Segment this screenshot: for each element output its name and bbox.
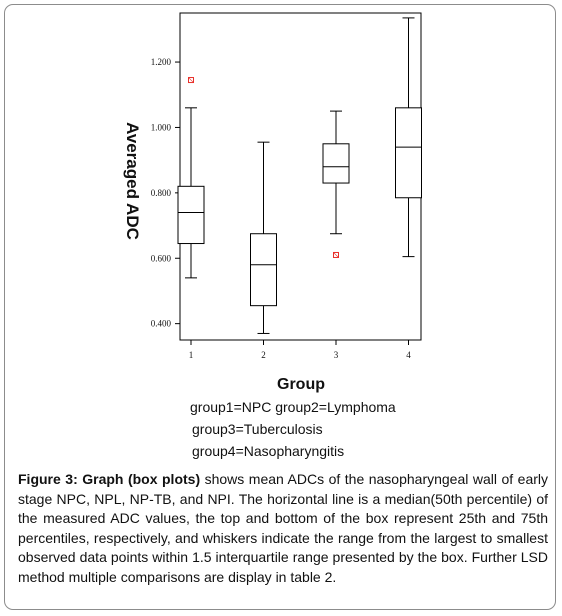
caption-label: Figure 3: Graph (box plots) <box>18 471 201 487</box>
outlier-marker-cross <box>333 252 339 258</box>
outlier-marker <box>188 77 194 84</box>
box-iqr <box>395 107 422 199</box>
y-tick-label: 1.000 <box>151 122 172 132</box>
figure-frame <box>4 4 556 610</box>
x-tick-label: 1 <box>189 350 194 360</box>
x-tick-label: 3 <box>334 350 339 360</box>
y-tick-label: 0.800 <box>151 188 172 198</box>
legend-line-1: group1=NPC group2=Lymphoma <box>190 399 396 415</box>
caption-text: shows mean ADCs of the nasopharyngeal wa… <box>18 471 548 585</box>
figure-caption: Figure 3: Graph (box plots) shows mean A… <box>18 470 548 587</box>
x-axis-label: Group <box>277 376 325 393</box>
y-axis-label: Averaged ADC <box>123 122 142 240</box>
plot-border <box>179 12 422 341</box>
legend-line-3: group4=Nasopharyngitis <box>192 443 345 459</box>
box-iqr <box>250 233 277 307</box>
plot-area: 0.400 0.600 0.800 1.000 1.200 1 2 3 4 <box>151 12 422 360</box>
x-tick-label: 2 <box>261 350 266 360</box>
outlier-marker <box>333 251 339 258</box>
box-iqr <box>322 143 350 184</box>
box-iqr <box>177 185 205 245</box>
y-tick-label: 1.200 <box>151 57 172 67</box>
legend-line-2: group3=Tuberculosis <box>192 421 323 437</box>
y-tick-label: 0.600 <box>151 253 172 263</box>
x-tick-label: 4 <box>406 350 411 360</box>
y-tick-label: 0.400 <box>151 319 172 329</box>
box-plot-chart: 0.400 0.600 0.800 1.000 1.200 1 2 3 4 Averaged A… <box>123 12 422 393</box>
outlier-marker-cross <box>188 77 194 83</box>
